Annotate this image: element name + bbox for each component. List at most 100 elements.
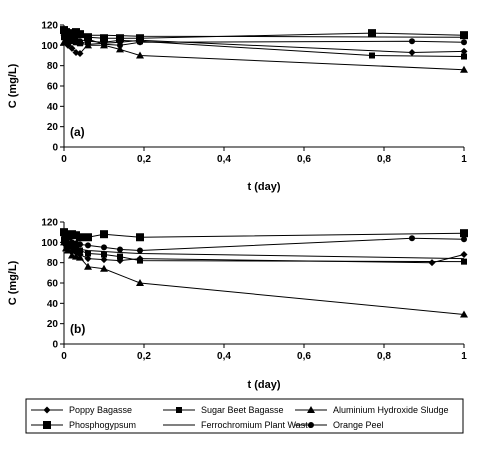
y-tick-label: 100 [41, 41, 58, 52]
panel-label: (a) [70, 125, 85, 139]
data-point [116, 45, 124, 53]
data-point [100, 264, 108, 272]
legend-marker [176, 407, 182, 413]
data-point [136, 34, 144, 43]
data-point [409, 38, 415, 45]
data-point [137, 257, 143, 264]
data-point [84, 41, 92, 49]
data-point [84, 233, 92, 242]
y-tick-label: 100 [41, 238, 58, 249]
data-point [85, 36, 91, 43]
data-point [369, 52, 375, 59]
x-axis-label: t (day) [248, 379, 281, 391]
data-point [64, 246, 72, 254]
chart-panel-a: 0 20 40 60 80 100 120 0 0,2 0,4 0,6 0,8 1 t (day) C (m… [7, 21, 468, 193]
data-point [136, 51, 144, 59]
legend-entry-orange-peel: Orange Peel [295, 420, 384, 430]
series-line [63, 237, 465, 252]
chart-panel-b: 0 20 40 60 80 100 120 0 0,2 0,4 0,6 0,8 1 t (day) C (m… [7, 218, 468, 391]
x-tick-label: 0,6 [297, 351, 311, 362]
data-point [84, 262, 92, 270]
panel-label: (b) [70, 322, 85, 336]
data-point [77, 241, 83, 248]
data-point [461, 236, 467, 243]
x-tick-label: 0,8 [377, 351, 391, 362]
data-point [85, 250, 91, 257]
y-tick-label: 120 [41, 218, 58, 229]
series-line [63, 243, 465, 260]
legend-marker [308, 422, 314, 428]
legend-marker [307, 406, 315, 413]
legend-label: Phosphogypsum [69, 420, 136, 430]
data-point [117, 42, 123, 49]
data-point [100, 230, 108, 239]
x-tick-label: 0,4 [217, 154, 231, 165]
legend-entry-sugar-beet-bagasse: Sugar Beet Bagasse [163, 405, 284, 415]
data-point [368, 29, 376, 38]
data-point [461, 39, 467, 46]
data-point [409, 235, 415, 242]
x-tick-label: 1 [461, 351, 467, 362]
data-point [461, 258, 467, 265]
data-point [461, 53, 467, 60]
x-tick-label: 1 [461, 154, 467, 165]
legend-marker [43, 406, 51, 414]
data-point [117, 246, 123, 253]
data-point [76, 233, 84, 242]
series-line [63, 37, 465, 71]
y-tick-label: 80 [47, 258, 59, 269]
x-tick-label: 0,2 [137, 351, 151, 362]
data-point [136, 233, 144, 242]
series-line [63, 26, 465, 38]
x-tick-label: 0,8 [377, 154, 391, 165]
legend-entry-aluminium-hydroxide-sludge: Aluminium Hydroxide Sludge [295, 405, 449, 415]
data-point [77, 38, 83, 45]
data-point [460, 65, 468, 73]
legend-label: Aluminium Hydroxide Sludge [333, 405, 449, 415]
legend-entry-phosphogypsum: Phosphogypsum [31, 420, 136, 430]
y-tick-label: 120 [41, 21, 58, 32]
legend-entry-ferrochromium-plant-waste: Ferrochromium Plant Waste [163, 420, 313, 430]
data-point [68, 44, 76, 52]
legend-label: Poppy Bagasse [69, 405, 132, 415]
data-point [100, 34, 108, 43]
data-point [460, 229, 468, 238]
legend-marker [43, 421, 51, 429]
y-axis-label: C (mg/L) [7, 63, 19, 108]
x-axis-label: t (day) [248, 181, 281, 193]
series-line [63, 239, 465, 263]
series-aluminium-hydroxide-sludge [60, 238, 468, 318]
data-point [460, 47, 468, 55]
y-tick-label: 60 [47, 82, 59, 93]
data-point [460, 310, 468, 318]
legend-entry-poppy-bagasse: Poppy Bagasse [31, 405, 132, 415]
x-tick-label: 0 [61, 154, 67, 165]
data-point [460, 31, 468, 40]
data-point [101, 251, 107, 258]
data-point [76, 253, 84, 261]
legend-box [25, 398, 464, 434]
data-point [101, 244, 107, 251]
y-tick-label: 20 [47, 122, 59, 133]
series-line [63, 231, 465, 238]
series-orange-peel [61, 34, 467, 49]
legend-label: Orange Peel [333, 420, 384, 430]
data-point [101, 41, 107, 48]
x-tick-label: 0,2 [137, 154, 151, 165]
data-point [460, 251, 468, 259]
y-tick-label: 60 [47, 279, 59, 290]
data-point [428, 259, 436, 267]
x-tick-label: 0,4 [217, 351, 231, 362]
data-point [137, 247, 143, 254]
legend: Poppy Bagasse Sugar Beet Bagasse Aluminium… [25, 398, 464, 434]
data-point [77, 247, 83, 254]
data-point [137, 39, 143, 46]
data-point [136, 279, 144, 286]
y-tick-label: 40 [47, 299, 59, 310]
series-phosphogypsum [60, 228, 468, 242]
data-point [100, 256, 108, 264]
x-tick-label: 0,6 [297, 154, 311, 165]
data-point [408, 48, 416, 56]
series-ferrochromium-plant-waste [63, 26, 465, 38]
